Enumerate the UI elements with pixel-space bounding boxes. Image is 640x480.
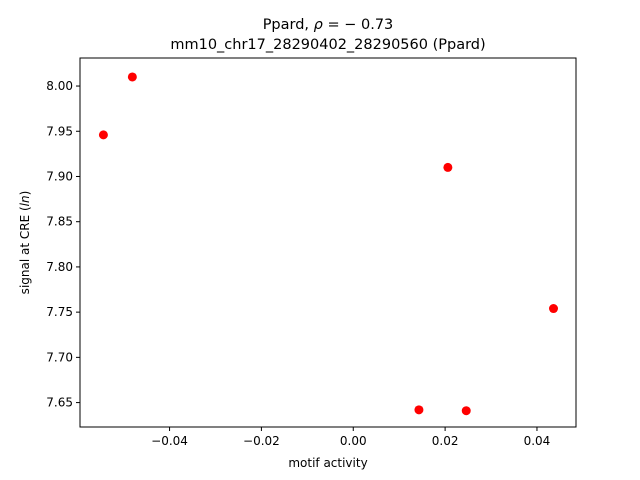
x-tick-label: −0.04 [151, 434, 188, 448]
y-axis-ticks: 7.65 7.70 7.75 7.80 7.85 7.90 7.95 8.00 [46, 79, 80, 410]
data-point [127, 72, 137, 82]
data-point [443, 162, 453, 172]
x-tick-label: 0.02 [432, 434, 459, 448]
y-tick-label: 7.65 [46, 396, 73, 410]
chart-title-line2: mm10_chr17_28290402_28290560 (Ppard) [170, 37, 485, 53]
x-axis-label: motif activity [288, 456, 367, 470]
data-point [548, 304, 558, 314]
data-point [98, 130, 108, 140]
y-axis-label: signal at CRE (ln) [18, 191, 32, 295]
x-axis-ticks: −0.04 −0.02 0.00 0.02 0.04 [151, 427, 550, 448]
x-tick-label: −0.02 [243, 434, 280, 448]
y-tick-label: 7.90 [46, 169, 73, 183]
x-tick-label: 0.00 [340, 434, 367, 448]
chart-title-line1: Ppard, ρ = − 0.73 [263, 17, 394, 33]
y-tick-label: 7.95 [46, 124, 73, 138]
x-tick-label: 0.04 [524, 434, 551, 448]
plot-frame [79, 57, 577, 428]
y-tick-label: 8.00 [46, 79, 73, 93]
data-points [98, 72, 558, 416]
data-point [461, 406, 471, 416]
y-tick-label: 7.85 [46, 215, 73, 229]
y-tick-label: 7.70 [46, 350, 73, 364]
y-tick-label: 7.80 [46, 260, 73, 274]
y-tick-label: 7.75 [46, 305, 73, 319]
data-point [414, 405, 424, 415]
